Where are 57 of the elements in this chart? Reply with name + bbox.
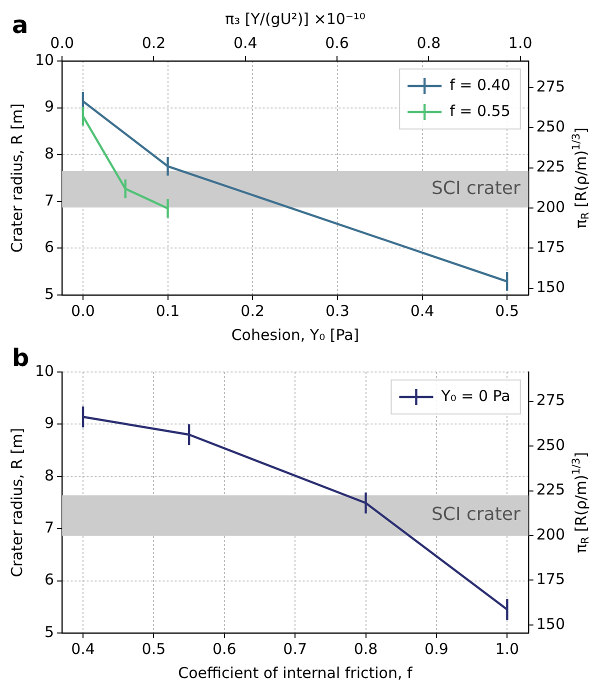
x-tick-label: 0.6: [212, 640, 236, 658]
y-tick-label: 10: [34, 50, 54, 69]
x2-tick-label: 0.0: [50, 34, 74, 52]
y-axis-title: Crater radius, R [m]: [8, 103, 26, 253]
y2-tick-label: 200: [536, 198, 566, 216]
y-tick-label: 9: [44, 414, 54, 432]
y-tick-label: 8: [44, 144, 54, 162]
chart-title: a: [12, 11, 28, 40]
legend-label: f = 0.40: [450, 76, 510, 94]
chart-title: b: [12, 344, 30, 372]
x2-tick-label: 1.0: [508, 34, 532, 52]
x-tick-label: 0.8: [354, 640, 378, 658]
x2-tick-label: 0.6: [325, 34, 349, 52]
y2-tick-label: 275: [536, 391, 566, 410]
x-tick-label: 0.7: [283, 640, 308, 658]
x-axis-title: Cohesion, Y₀ [Pa]: [231, 326, 360, 344]
y2-tick-label: 225: [536, 158, 566, 176]
y2-tick-label: 150: [536, 614, 566, 633]
y2-tick-label: 250: [536, 118, 566, 136]
legend-label: f = 0.55: [450, 102, 510, 120]
x2-tick-label: 0.4: [233, 34, 258, 52]
x-tick-label: 0.5: [495, 302, 520, 320]
band-label: SCI crater: [431, 504, 521, 526]
x-tick-label: 0.0: [71, 302, 95, 320]
y-axis-title: Crater radius, R [m]: [8, 428, 26, 578]
y-tick-label: 6: [44, 570, 54, 589]
y-tick-label: 7: [44, 191, 54, 210]
x2-axis-title: π₃ [Y/(gU²)] ×10⁻¹⁰: [225, 10, 366, 28]
y-tick-label: 8: [44, 466, 54, 484]
y2-axis-title: πR [R(ρ/m)1/3]: [570, 127, 592, 229]
x2-tick-label: 0.2: [142, 34, 166, 52]
x-tick-label: 0.9: [424, 640, 448, 658]
y-tick-label: 5: [44, 284, 54, 303]
x-tick-label: 0.4: [410, 302, 434, 320]
x-tick-label: 0.5: [142, 640, 166, 658]
x-tick-label: 0.2: [240, 302, 265, 320]
y-tick-label: 5: [44, 622, 54, 641]
y2-axis-title: πR [R(ρ/m)1/3]: [570, 452, 592, 554]
y2-tick-label: 200: [536, 525, 566, 544]
y2-tick-label: 175: [536, 238, 566, 256]
x-tick-label: 1.0: [495, 640, 520, 658]
y2-tick-label: 275: [536, 77, 566, 96]
x-tick-label: 0.1: [156, 302, 180, 320]
y-tick-label: 10: [34, 362, 54, 380]
band-label: SCI crater: [431, 178, 521, 199]
y-tick-label: 9: [44, 98, 54, 116]
x-tick-label: 0.3: [326, 302, 350, 320]
y-tick-label: 7: [44, 518, 54, 536]
legend-label: Y₀ = 0 Pa: [440, 386, 510, 405]
x-axis-title: Coefficient of internal friction, f: [178, 664, 414, 682]
y2-tick-label: 150: [536, 278, 566, 296]
y2-tick-label: 250: [536, 436, 566, 454]
y2-tick-label: 225: [536, 480, 566, 499]
y-tick-label: 6: [44, 238, 54, 256]
x-tick-label: 0.4: [71, 640, 95, 658]
y2-tick-label: 175: [536, 570, 566, 588]
x2-tick-label: 0.8: [416, 34, 441, 52]
